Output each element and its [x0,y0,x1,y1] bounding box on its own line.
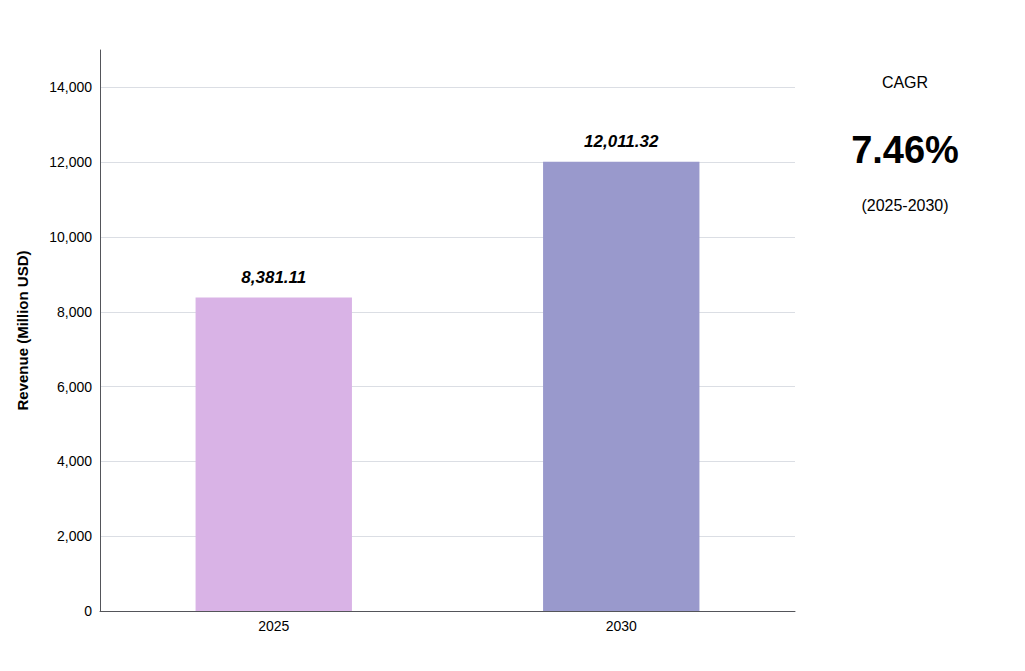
svg-text:12,000: 12,000 [49,154,92,170]
svg-text:14,000: 14,000 [49,79,92,95]
svg-text:10,000: 10,000 [49,229,92,245]
svg-text:2025: 2025 [258,618,289,634]
svg-text:2030: 2030 [606,618,637,634]
svg-text:12,011.32: 12,011.32 [584,132,659,151]
svg-text:6,000: 6,000 [57,379,92,395]
svg-text:Revenue (Million USD): Revenue (Million USD) [14,250,31,410]
svg-text:4,000: 4,000 [57,453,92,469]
svg-text:CAGR: CAGR [882,74,928,91]
svg-text:7.46%: 7.46% [851,129,959,171]
svg-text:0: 0 [84,603,92,619]
svg-text:8,381.11: 8,381.11 [241,268,306,287]
svg-text:(2025-2030): (2025-2030) [861,197,948,214]
svg-text:2,000: 2,000 [57,528,92,544]
svg-text:8,000: 8,000 [57,304,92,320]
